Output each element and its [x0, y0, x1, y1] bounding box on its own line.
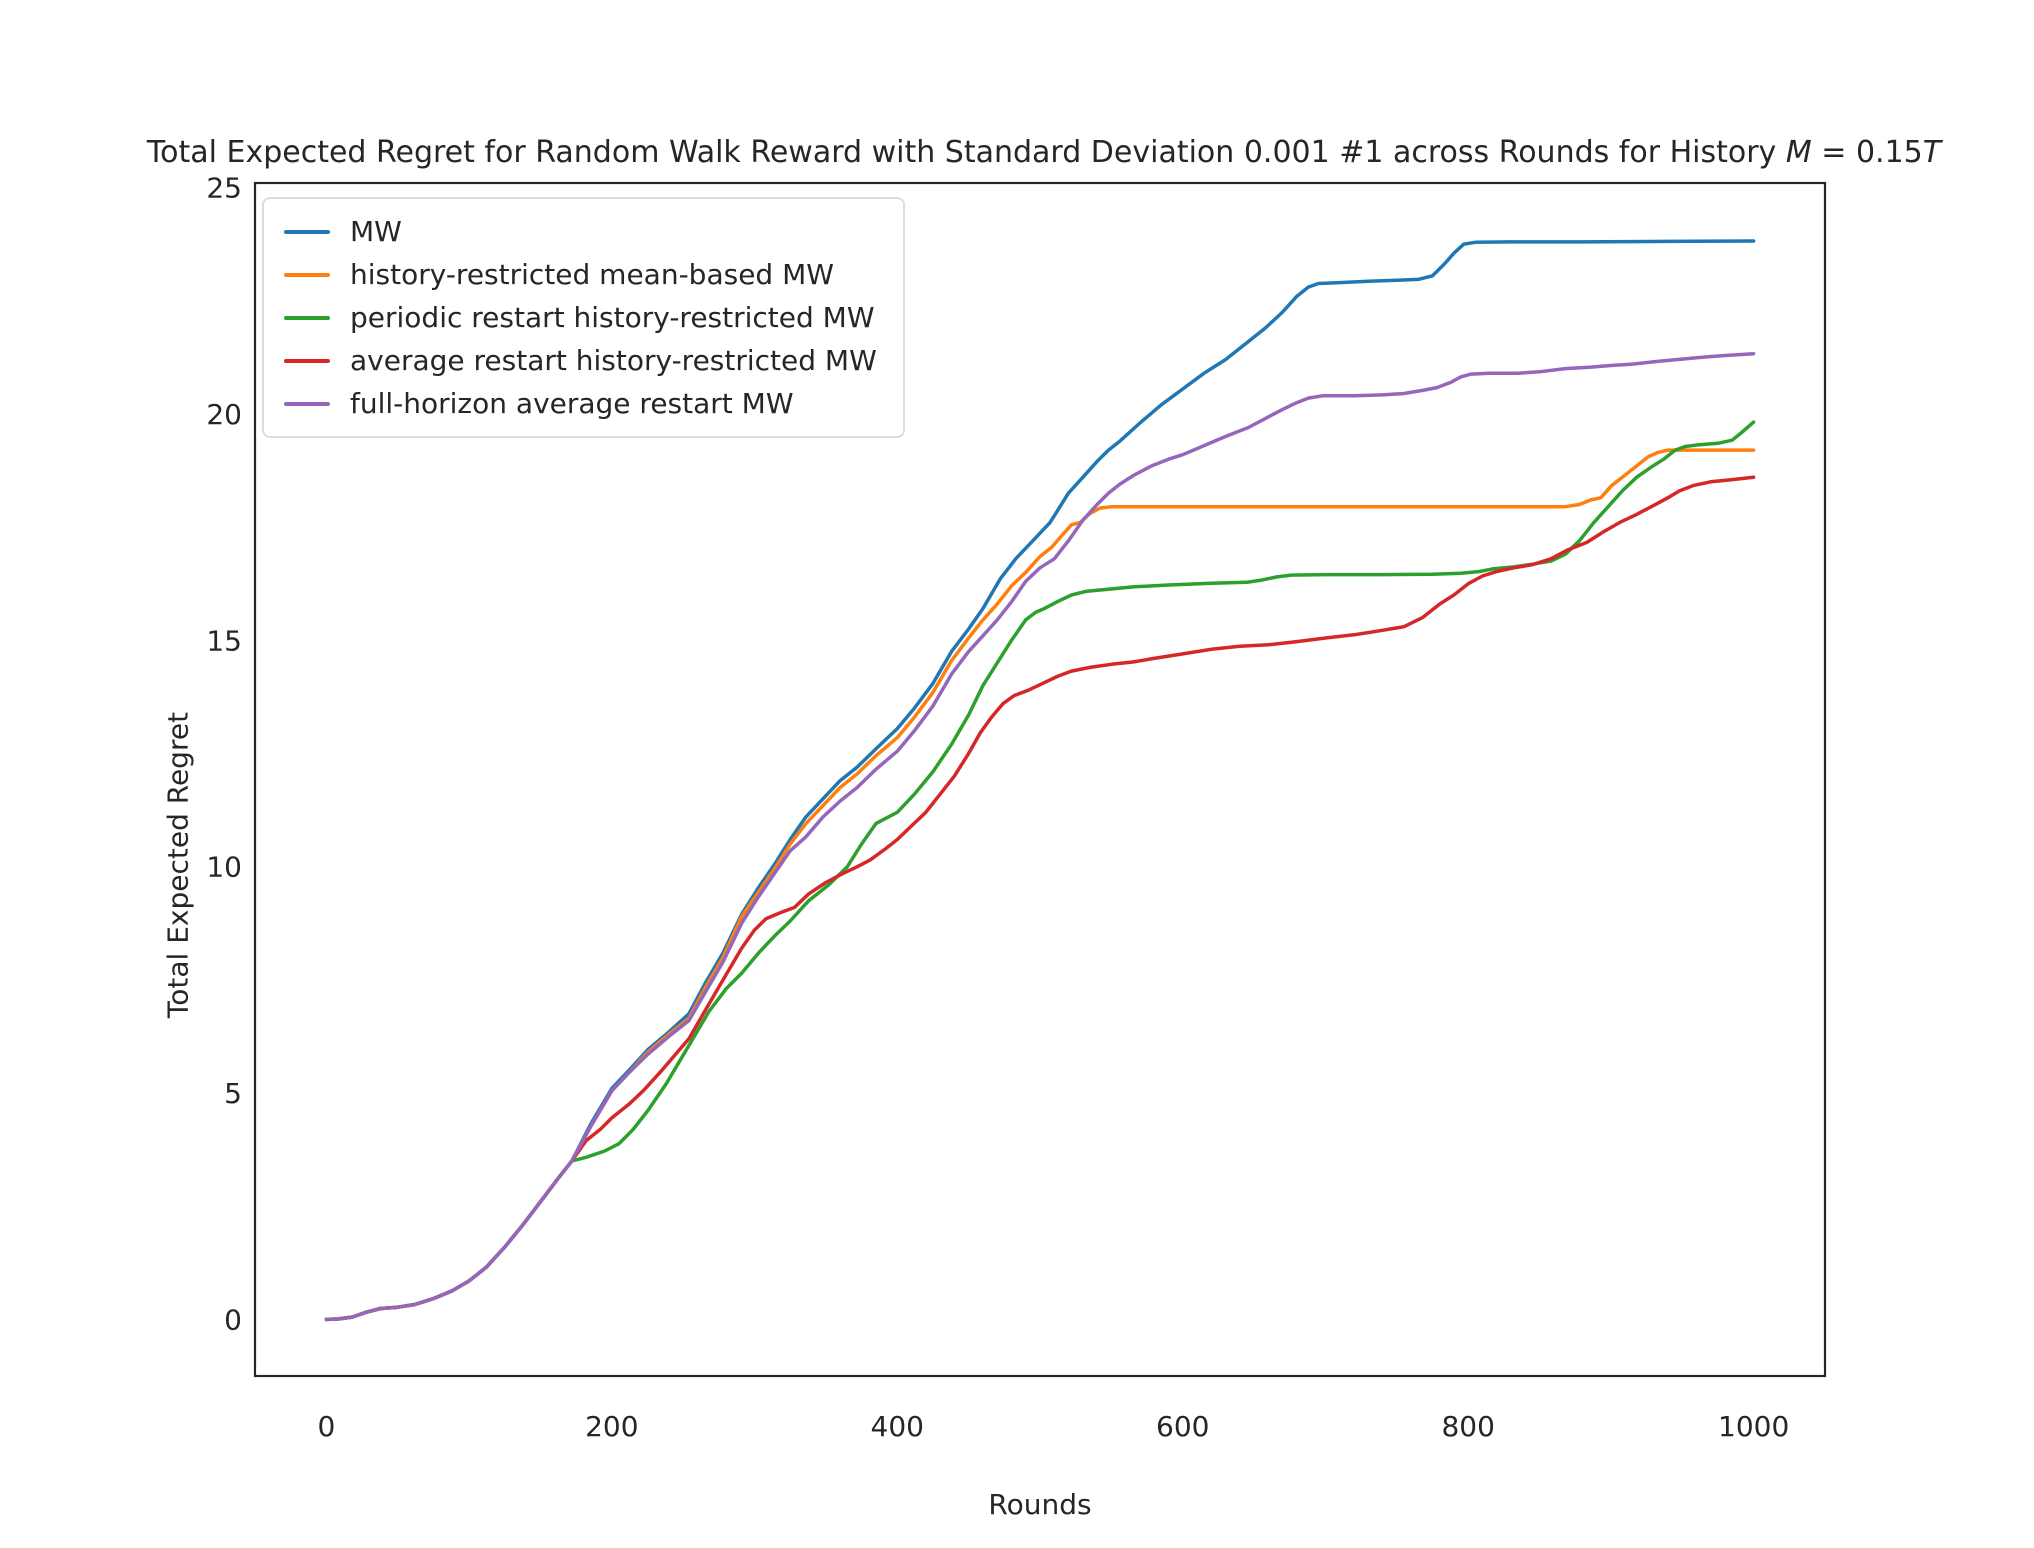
y-axis-label: Total Expected Regret	[161, 711, 195, 1019]
x-tick-label: 200	[585, 1410, 638, 1443]
x-tick-label: 1000	[1718, 1410, 1789, 1443]
legend-line-swatch	[284, 315, 330, 320]
x-tick-label: 600	[1156, 1410, 1209, 1443]
legend-item: periodic restart history-restricted MW	[284, 299, 877, 336]
legend-line-swatch	[284, 229, 330, 234]
chart-title-math-mid: = 0.15	[1811, 135, 1923, 170]
legend-line-swatch	[284, 358, 330, 363]
legend-label: average restart history-restricted MW	[350, 344, 877, 377]
chart-title-text: Total Expected Regret for Random Walk Re…	[146, 135, 1786, 170]
chart-title-math-var: M	[1785, 135, 1812, 170]
series-line-full-horizon-average-restart-mw	[324, 351, 1756, 1322]
chart-title-math-suffix: T	[1922, 135, 1942, 170]
x-tick-label: 800	[1441, 1410, 1494, 1443]
legend-label: periodic restart history-restricted MW	[350, 301, 875, 334]
y-tick-label: 5	[224, 1077, 242, 1110]
legend-line-swatch	[284, 401, 330, 406]
y-tick-label: 0	[224, 1303, 242, 1336]
legend-item: MW	[284, 213, 877, 250]
legend-item: average restart history-restricted MW	[284, 342, 877, 379]
legend-item: full-horizon average restart MW	[284, 385, 877, 422]
y-tick-label: 25	[206, 172, 242, 205]
legend: MW history-restricted mean-based MW period…	[262, 197, 905, 438]
chart-title: Total Expected Regret for Random Walk Re…	[147, 135, 1941, 171]
y-tick-label: 20	[206, 398, 242, 431]
x-axis-label: Rounds	[988, 1488, 1092, 1521]
legend-item: history-restricted mean-based MW	[284, 256, 877, 293]
legend-label: MW	[350, 215, 402, 248]
legend-label: full-horizon average restart MW	[350, 387, 794, 420]
legend-label: history-restricted mean-based MW	[350, 258, 834, 291]
x-tick-label: 0	[317, 1410, 335, 1443]
y-tick-label: 10	[206, 851, 242, 884]
legend-line-swatch	[284, 272, 330, 277]
y-tick-label: 15	[206, 624, 242, 657]
x-tick-label: 400	[871, 1410, 924, 1443]
